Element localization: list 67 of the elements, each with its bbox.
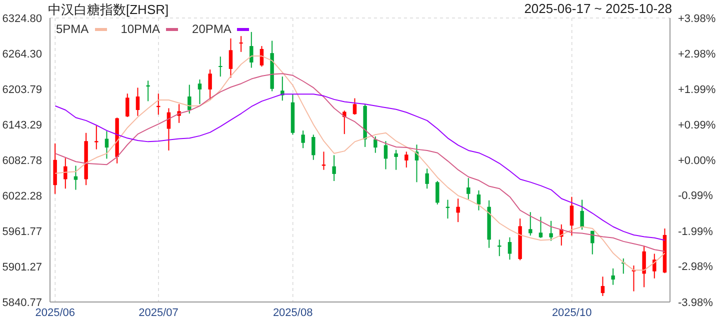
- y2-tick-label: -3.98%: [678, 296, 714, 309]
- y2-tick-label: +2.98%: [678, 48, 716, 61]
- legend-label: 20PMA: [192, 22, 232, 36]
- candlestick: [600, 276, 605, 296]
- candlestick: [528, 212, 532, 236]
- candlestick: [64, 158, 68, 190]
- y-tick-label: 6022.28: [2, 190, 42, 202]
- y-tick-label: 6203.79: [2, 84, 42, 96]
- legend-label: 10PMA: [120, 22, 160, 36]
- candlestick: [146, 80, 150, 102]
- x-tick-label: 2025/07: [138, 306, 178, 319]
- candlestick: [352, 98, 357, 116]
- candlestick: [198, 78, 202, 105]
- y-tick-label: 5840.77: [2, 296, 42, 309]
- candlestick: [374, 136, 378, 154]
- candlestick: [498, 239, 502, 257]
- chart-subtitle: 2025-06-17 ~ 2025-10-28: [524, 1, 672, 16]
- candlestick: [394, 149, 398, 170]
- y-tick-label: 6143.29: [2, 119, 42, 132]
- candlestick: [188, 84, 192, 114]
- candlestick: [218, 56, 222, 78]
- candlestick: [136, 87, 140, 116]
- candlestick: [239, 36, 243, 52]
- candlestick: [570, 196, 574, 236]
- y2-tick-label: +0.99%: [678, 120, 716, 132]
- candlestick: [425, 168, 429, 190]
- candlestick: [94, 125, 98, 150]
- candlestick: [538, 216, 543, 238]
- candlestick: [250, 31, 254, 68]
- x-tick-label: 2025/06: [35, 306, 76, 319]
- candlestick: [208, 69, 212, 100]
- x-tick-label: 2025/10: [552, 306, 592, 319]
- candlestick: [456, 198, 460, 223]
- y-tick-label: 6324.80: [2, 12, 42, 25]
- candlestick: [476, 190, 481, 211]
- candlestick: [652, 253, 656, 279]
- y-tick-label: 6082.78: [2, 154, 42, 167]
- candlestick: [228, 38, 233, 78]
- candlestick: [642, 246, 646, 288]
- candlestick: [384, 140, 388, 170]
- candlestick: [104, 130, 109, 160]
- candlestick: [580, 199, 584, 230]
- y2-tick-label: -0.99%: [678, 190, 714, 202]
- y2-tick-label: +0.00%: [678, 154, 716, 167]
- y2-tick-label: +3.98%: [678, 12, 716, 25]
- y2-tick-label: -2.98%: [678, 261, 714, 274]
- candlestick: [436, 180, 440, 205]
- y2-tick-label: +1.99%: [678, 84, 716, 96]
- candlestick: [156, 93, 160, 116]
- legend-label: 5PMA: [56, 22, 89, 36]
- candlestick: [312, 134, 316, 160]
- candlestick: [466, 178, 470, 200]
- candlestick: [549, 220, 553, 242]
- candlestick: [404, 151, 408, 168]
- candlestick: [632, 264, 636, 292]
- y2-tick-label: -1.99%: [678, 226, 714, 238]
- chart-title: 中汉白糖指数[ZHSR]: [48, 1, 169, 19]
- candlestick: [126, 93, 130, 118]
- candlestick: [611, 268, 615, 286]
- candlestick: [74, 165, 78, 190]
- candlestick: [332, 154, 336, 182]
- y-tick-label: 6264.30: [2, 48, 42, 60]
- x-tick-label: 2025/08: [272, 306, 313, 319]
- y-tick-label: 5961.77: [2, 226, 42, 238]
- candlestick: [301, 130, 305, 149]
- candlestick: [508, 236, 512, 260]
- y-tick-label: 5901.27: [2, 261, 42, 274]
